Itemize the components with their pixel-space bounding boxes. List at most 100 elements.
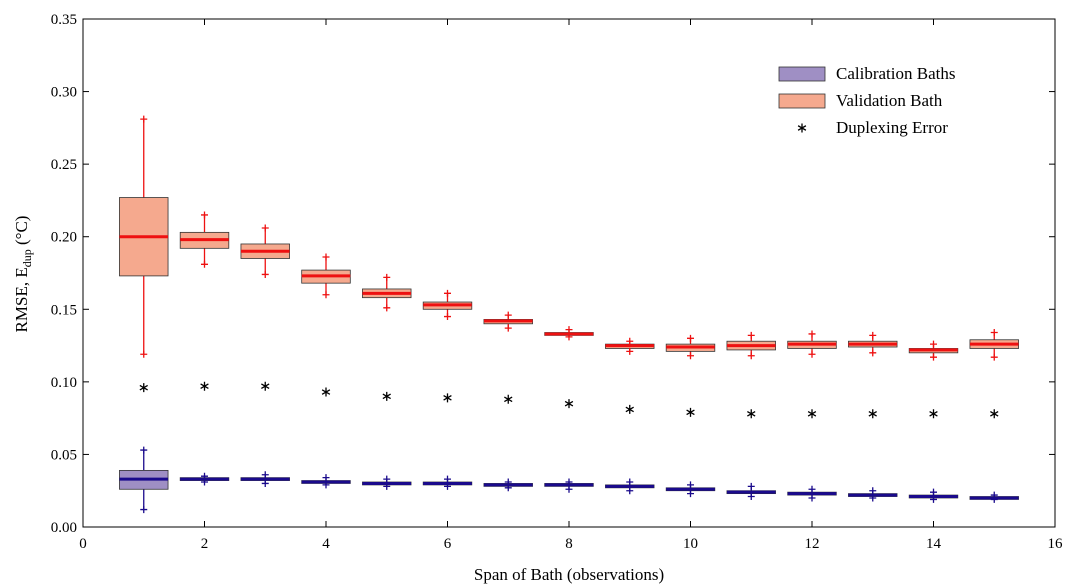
calibration-whisker-cap-low bbox=[747, 493, 755, 501]
validation-box-x7 bbox=[483, 311, 533, 332]
calibration-box-x1 bbox=[119, 446, 169, 514]
calibration-whisker-cap-low bbox=[201, 478, 208, 486]
validation-whisker-cap-high bbox=[930, 340, 937, 348]
validation-whisker-cap-high bbox=[565, 326, 573, 334]
x-tick-label: 10 bbox=[683, 536, 698, 552]
legend-swatch bbox=[778, 66, 826, 82]
validation-whisker-cap-high bbox=[626, 337, 634, 345]
validation-box-x3 bbox=[240, 224, 290, 278]
legend: Calibration Baths Validation Bath Duplexin… bbox=[778, 64, 955, 137]
duplexing-error-point bbox=[504, 394, 513, 404]
y-axis-label-subscript: dup bbox=[20, 249, 34, 267]
validation-whisker-cap-low bbox=[930, 353, 937, 361]
validation-box-x5 bbox=[362, 273, 412, 312]
calibration-box-x12 bbox=[787, 485, 837, 502]
validation-whisker-cap-low bbox=[869, 349, 877, 357]
duplexing-error-point bbox=[261, 381, 270, 391]
validation-whisker-cap-high bbox=[322, 253, 330, 261]
y-tick-label: 0.20 bbox=[51, 230, 77, 246]
legend-swatch bbox=[778, 93, 826, 109]
calibration-box-x11 bbox=[726, 482, 776, 501]
calibration-whisker-cap-low bbox=[504, 484, 512, 492]
validation-whisker-cap-high bbox=[687, 334, 694, 342]
validation-whisker-cap-high bbox=[747, 331, 755, 339]
duplexing-error-point bbox=[382, 391, 391, 401]
y-axis-label-unit: (°C) bbox=[12, 216, 31, 250]
duplexing-error-point bbox=[625, 404, 634, 414]
duplexing-error-point bbox=[564, 399, 574, 409]
validation-box-x11 bbox=[726, 331, 776, 360]
validation-whisker-cap-high bbox=[990, 329, 998, 337]
validation-whisker-cap-low bbox=[383, 304, 391, 312]
legend-label: Calibration Baths bbox=[836, 64, 955, 83]
validation-whisker-cap-high bbox=[383, 273, 391, 281]
validation-whisker-cap-low bbox=[504, 324, 512, 332]
y-tick-label: 0.00 bbox=[51, 520, 77, 536]
duplexing-error-point bbox=[929, 409, 938, 419]
validation-whisker-cap-low bbox=[626, 347, 634, 355]
y-tick-label: 0.30 bbox=[51, 85, 77, 101]
calibration-whisker-cap-high bbox=[869, 487, 877, 495]
validation-box-x6 bbox=[422, 289, 473, 321]
duplexing-error-point bbox=[443, 393, 452, 403]
validation-whisker-cap-high bbox=[444, 289, 451, 297]
validation-box-x12 bbox=[787, 330, 837, 358]
legend-item: Validation Bath bbox=[778, 91, 943, 110]
calibration-whisker-cap-high bbox=[808, 485, 816, 493]
calibration-whisker-cap-high bbox=[322, 474, 330, 482]
x-tick-label: 12 bbox=[805, 536, 820, 552]
legend-label: Duplexing Error bbox=[836, 118, 948, 137]
calibration-whisker-cap-high bbox=[444, 475, 451, 483]
validation-whisker-cap-low bbox=[322, 291, 330, 299]
calibration-box-x10 bbox=[665, 481, 716, 498]
calibration-whisker-cap-high bbox=[930, 488, 937, 496]
validation-whisker-cap-low bbox=[140, 350, 148, 358]
validation-box-x4 bbox=[301, 253, 351, 299]
validation-whisker-cap-high bbox=[261, 224, 269, 232]
validation-whisker-cap-low bbox=[261, 270, 269, 278]
calibration-whisker-cap-low bbox=[990, 495, 998, 503]
calibration-whisker-cap-low bbox=[322, 481, 330, 489]
duplexing-error-point bbox=[868, 409, 877, 419]
calibration-box-x6 bbox=[422, 475, 473, 490]
calibration-box-x5 bbox=[362, 475, 412, 490]
calibration-box-x13 bbox=[848, 487, 898, 502]
calibration-box-x15 bbox=[969, 491, 1019, 503]
validation-whisker-cap-low bbox=[990, 353, 998, 361]
x-tick-label: 16 bbox=[1048, 536, 1064, 552]
calibration-whisker-cap-low bbox=[565, 485, 573, 493]
validation-whisker-cap-high bbox=[504, 311, 512, 319]
duplexing-error-point bbox=[807, 409, 817, 419]
calibration-box-x14 bbox=[908, 488, 959, 503]
calibration-whisker-cap-high bbox=[383, 475, 391, 483]
validation-box-x8 bbox=[544, 326, 594, 341]
calibration-whisker-cap-low bbox=[140, 506, 148, 514]
y-tick-label: 0.35 bbox=[51, 12, 77, 28]
calibration-box-x9 bbox=[605, 478, 655, 495]
calibration-box-x3 bbox=[240, 471, 290, 487]
calibration-whisker-cap-high bbox=[626, 478, 634, 486]
legend-label: Validation Bath bbox=[836, 91, 943, 110]
duplexing-error-point bbox=[321, 387, 331, 397]
duplexing-error-point bbox=[200, 381, 209, 391]
validation-whisker-cap-high bbox=[201, 211, 208, 219]
plot-marks bbox=[119, 115, 1019, 514]
validation-whisker-cap-high bbox=[140, 115, 148, 123]
calibration-box-x8 bbox=[544, 478, 594, 493]
validation-box-x15 bbox=[969, 329, 1019, 361]
duplexing-error-point bbox=[139, 383, 148, 393]
calibration-box-x7 bbox=[483, 478, 533, 492]
validation-whisker-cap-low bbox=[747, 352, 755, 360]
y-tick-label: 0.05 bbox=[51, 447, 77, 463]
legend-item: Calibration Baths bbox=[778, 64, 955, 83]
calibration-whisker-cap-high bbox=[140, 446, 148, 454]
calibration-whisker-cap-low bbox=[687, 490, 694, 498]
validation-whisker-cap-low bbox=[687, 352, 694, 360]
calibration-box-x2 bbox=[179, 472, 230, 486]
calibration-whisker-cap-high bbox=[747, 482, 755, 490]
legend-item: Duplexing Error bbox=[797, 118, 948, 137]
calibration-whisker-cap-low bbox=[930, 495, 937, 503]
validation-whisker-cap-high bbox=[869, 331, 877, 339]
x-tick-label: 14 bbox=[926, 536, 942, 552]
